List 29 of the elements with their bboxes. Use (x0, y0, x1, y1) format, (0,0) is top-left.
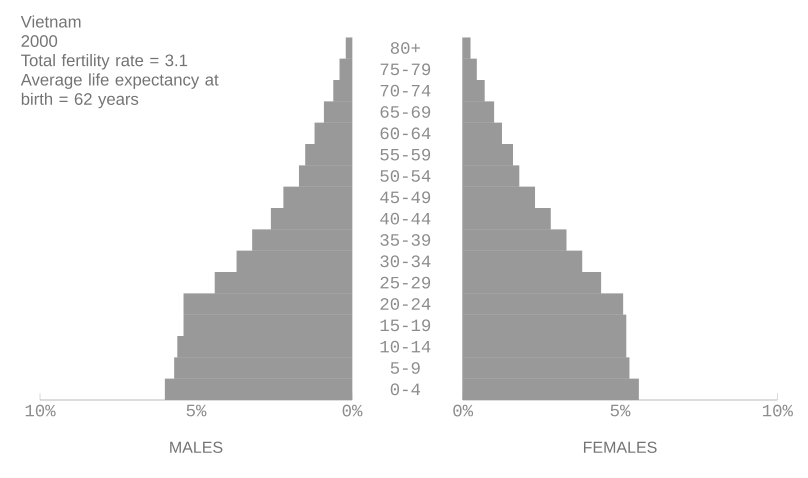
y-tick-label: 40-44 (380, 212, 430, 225)
y-tick-label: 50-54 (380, 170, 430, 182)
y-tick-label: 30-34 (380, 255, 430, 268)
annotation: Average life expectancy at birth = 62 years (20, 73, 219, 108)
x-axis-title: FEMALES (584, 442, 657, 453)
y-tick-label: 70-74 (380, 84, 430, 97)
x-tick-label: 5% (186, 404, 206, 416)
x-tick-label: 10% (762, 404, 793, 416)
y-tick-label: 15-19 (380, 319, 430, 332)
x-tick-label: 10% (26, 404, 56, 416)
y-tick-label: 55-59 (380, 148, 430, 161)
y-tick-label: 25-29 (380, 276, 430, 289)
x-tick-label: 0% (342, 404, 362, 416)
y-tick-label: 75-79 (380, 63, 430, 76)
x-tick-label: 5% (610, 404, 630, 416)
chart-subtitle: 2000 (22, 35, 58, 47)
y-tick-label: 60-64 (380, 127, 430, 140)
x-tick-label: 0% (453, 404, 474, 416)
annotation: Total fertility rate = 3.1 (21, 54, 188, 70)
y-tick-label: 10-14 (380, 340, 430, 353)
y-tick-label: 80+ (390, 42, 420, 54)
y-tick-label: 0-4 (390, 383, 420, 396)
x-axis-title: MALES (170, 442, 222, 453)
y-tick-label: 5-9 (390, 362, 420, 374)
y-tick-label: 20-24 (380, 298, 430, 310)
y-tick-label: 45-49 (380, 191, 430, 204)
y-tick-label: 35-39 (380, 234, 430, 246)
y-tick-label: 65-69 (380, 106, 430, 118)
chart-title: Vietnam (20, 15, 80, 28)
